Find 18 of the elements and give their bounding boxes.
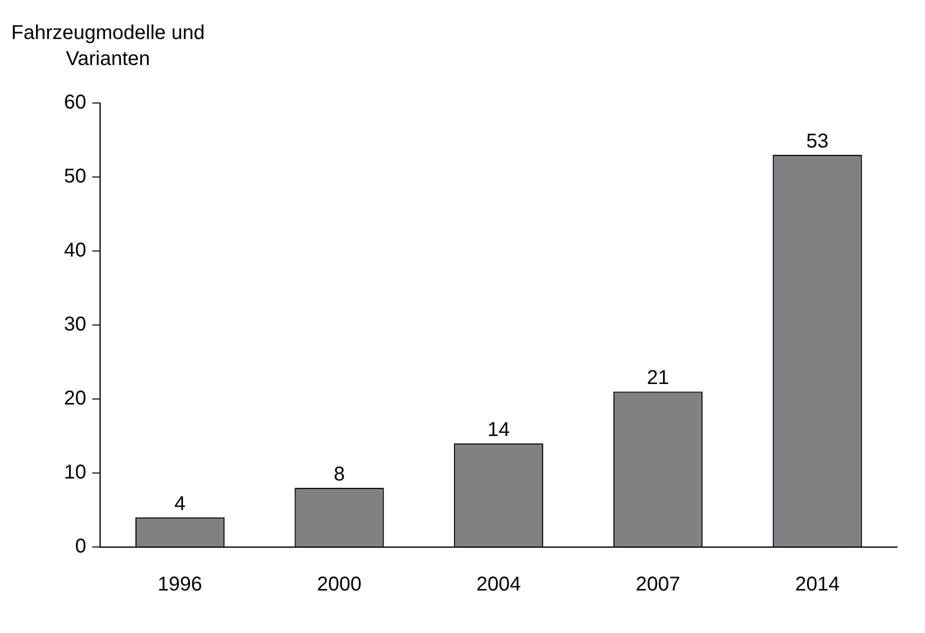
y-tick-label: 20 xyxy=(64,388,86,410)
y-tick-label: 10 xyxy=(64,462,86,484)
x-tick-label: 2000 xyxy=(317,574,362,596)
x-tick-label: 2004 xyxy=(476,574,521,596)
x-tick-label: 2014 xyxy=(795,574,840,596)
data-label: 4 xyxy=(174,492,186,515)
y-tick-label: 0 xyxy=(75,536,86,558)
y-tick-label: 50 xyxy=(64,166,86,188)
data-label: 14 xyxy=(488,418,510,441)
data-label: 21 xyxy=(646,367,670,390)
x-tick-label: 2007 xyxy=(636,574,680,596)
y-axis-title: Fahrzeugmodelle und Varianten xyxy=(10,21,206,72)
x-tick-label: 1996 xyxy=(158,574,202,596)
y-tick-label: 40 xyxy=(64,240,86,262)
data-label: 8 xyxy=(334,463,345,486)
y-tick-label: 60 xyxy=(64,92,86,114)
y-tick-label: 30 xyxy=(64,314,86,336)
data-label: 53 xyxy=(806,130,828,152)
